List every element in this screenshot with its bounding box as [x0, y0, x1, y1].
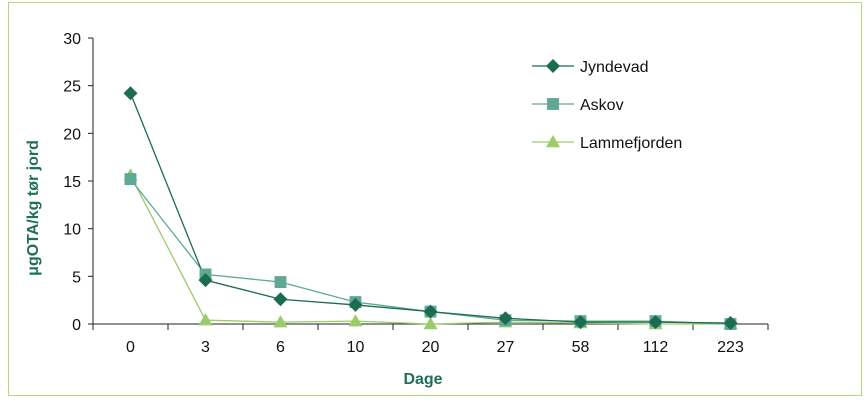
data-point — [273, 292, 288, 307]
data-point — [348, 297, 363, 312]
legend-label: Lammefjorden — [580, 135, 682, 152]
chart-axes: 0 5 10 15 20 25 30 0 3 6 10 20 27 58 112 223 — [63, 31, 769, 356]
x-axis-title: Dage — [403, 371, 442, 388]
data-point — [498, 311, 513, 326]
x-tick-label: 20 — [422, 339, 440, 356]
legend-marker — [546, 59, 560, 73]
data-point — [273, 315, 288, 328]
legend-marker — [547, 98, 559, 110]
data-point — [648, 315, 663, 330]
y-tick-label: 0 — [72, 317, 81, 334]
data-point — [348, 314, 363, 327]
data-point — [274, 276, 287, 289]
data-point — [198, 273, 213, 288]
chart-frame — [8, 2, 862, 396]
series-line — [129, 178, 731, 325]
y-tick-label: 5 — [72, 269, 81, 286]
y-tick-label: 10 — [63, 222, 81, 239]
legend-label: Askov — [580, 97, 624, 114]
data-point — [573, 315, 588, 330]
y-tick-label: 25 — [63, 79, 81, 96]
y-tick-label: 30 — [63, 31, 81, 48]
y-axis-title: μgOTA/kg tør jord — [25, 140, 42, 276]
x-tick-label: 6 — [276, 339, 285, 356]
x-tick-label: 10 — [347, 339, 365, 356]
data-point — [123, 86, 138, 101]
chart-legend: Jyndevad Askov Lammefjorden — [532, 59, 682, 152]
y-tick-label: 20 — [63, 126, 81, 143]
data-point — [198, 313, 213, 326]
legend-marker — [546, 135, 560, 148]
legend-label: Jyndevad — [580, 59, 649, 76]
series-line — [129, 174, 731, 325]
data-point — [423, 317, 438, 330]
x-tick-label: 3 — [201, 339, 210, 356]
data-point — [423, 304, 438, 319]
x-tick-label: 223 — [717, 339, 744, 356]
data-point — [723, 316, 738, 331]
series-line — [129, 93, 731, 324]
x-tick-label: 112 — [643, 339, 669, 356]
x-tick-label: 27 — [497, 339, 515, 356]
x-tick-label: 58 — [572, 339, 590, 356]
chart-series — [123, 86, 738, 331]
y-tick-label: 15 — [63, 174, 81, 191]
data-point — [124, 173, 137, 186]
x-tick-label: 0 — [126, 339, 135, 356]
